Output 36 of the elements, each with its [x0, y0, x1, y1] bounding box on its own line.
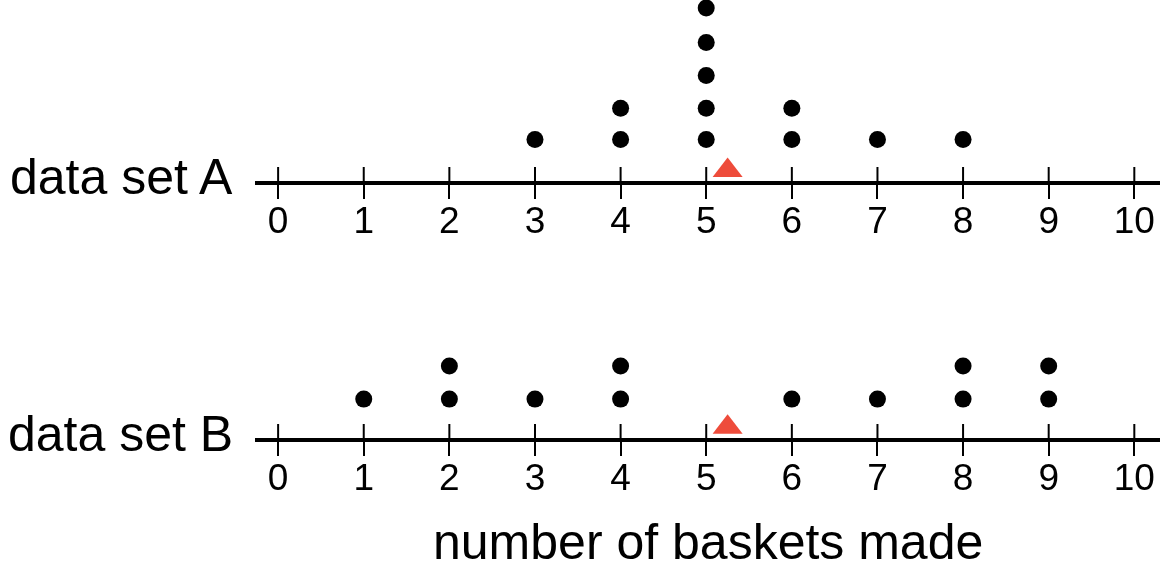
y-axis-title: data set B: [8, 406, 234, 462]
point: [697, 0, 715, 17]
point: [697, 34, 715, 52]
point: [697, 130, 715, 148]
x-tick-label: 5: [695, 457, 717, 499]
point: [868, 130, 886, 148]
x-tick-label: 10: [1113, 200, 1155, 242]
x-tick-label: 4: [610, 457, 631, 499]
x-tick-label: 0: [267, 200, 289, 242]
x-tick-label: 9: [1038, 200, 1059, 242]
x-tick-label: 7: [867, 200, 888, 242]
point: [697, 66, 715, 84]
x-tick-label: 4: [610, 200, 631, 242]
x-tick-label: 1: [353, 200, 375, 242]
x-tick-label: 10: [1113, 457, 1155, 499]
point: [783, 130, 801, 148]
point: [612, 130, 630, 148]
x-tick-label: 3: [524, 200, 546, 242]
x-tick-label: 8: [952, 200, 974, 242]
point: [526, 130, 544, 148]
x-tick-label: 9: [1038, 457, 1059, 499]
point: [697, 99, 715, 117]
x-tick-label: 1: [353, 457, 375, 499]
x-tick-label: 6: [781, 457, 803, 499]
x-tick-label: 6: [781, 200, 803, 242]
point: [954, 130, 972, 148]
x-tick-label: 2: [439, 200, 460, 242]
x-tick-label: 8: [952, 457, 974, 499]
x-tick-label: 2: [439, 457, 460, 499]
x-tick-label: 7: [867, 457, 888, 499]
x-axis-title: number of baskets made: [433, 514, 984, 570]
x-tick-label: 0: [267, 457, 289, 499]
point: [612, 99, 630, 117]
x-tick-label: 3: [524, 457, 546, 499]
point: [783, 99, 801, 117]
x-tick-label: 5: [695, 200, 717, 242]
